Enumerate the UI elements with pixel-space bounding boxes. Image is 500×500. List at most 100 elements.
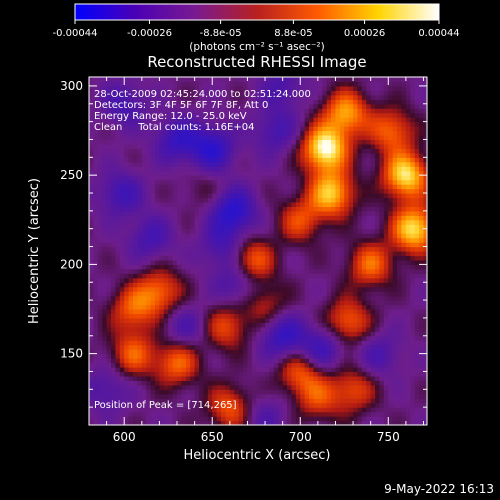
heatmap-cell bbox=[199, 362, 205, 368]
heatmap-cell bbox=[207, 170, 213, 176]
heatmap-cell bbox=[348, 309, 354, 315]
heatmap-cell bbox=[304, 367, 310, 373]
heatmap-cell bbox=[256, 411, 262, 417]
heatmap-cell bbox=[251, 353, 257, 359]
heatmap-cell bbox=[221, 282, 227, 288]
heatmap-cell bbox=[163, 322, 169, 328]
heatmap-cell bbox=[194, 375, 200, 381]
heatmap-cell bbox=[265, 286, 271, 292]
heatmap-cell bbox=[287, 228, 293, 234]
heatmap-cell bbox=[111, 81, 117, 87]
heatmap-cell bbox=[357, 416, 363, 422]
heatmap-cell bbox=[282, 170, 288, 176]
heatmap-cell bbox=[177, 358, 183, 364]
heatmap-cell bbox=[163, 309, 169, 315]
heatmap-cell bbox=[238, 282, 244, 288]
heatmap-cell bbox=[102, 380, 108, 386]
heatmap-cell bbox=[300, 371, 306, 377]
heatmap-cell bbox=[124, 313, 130, 319]
heatmap-cell bbox=[177, 157, 183, 163]
heatmap-cell bbox=[229, 420, 235, 425]
heatmap-cell bbox=[322, 193, 328, 199]
heatmap-cell bbox=[269, 420, 275, 425]
heatmap-cell bbox=[146, 166, 152, 172]
heatmap-cell bbox=[194, 121, 200, 127]
heatmap-cell bbox=[93, 367, 99, 373]
heatmap-cell bbox=[366, 420, 372, 425]
heatmap-cell bbox=[168, 251, 174, 257]
heatmap-cell bbox=[331, 166, 337, 172]
heatmap-cell bbox=[339, 389, 345, 395]
heatmap-cell bbox=[194, 175, 200, 181]
heatmap-cell bbox=[141, 108, 147, 114]
heatmap-cell bbox=[194, 384, 200, 390]
heatmap-cell bbox=[348, 264, 354, 270]
heatmap-cell bbox=[89, 362, 94, 368]
heatmap-cell bbox=[168, 393, 174, 399]
heatmap-cell bbox=[269, 282, 275, 288]
heatmap-cell bbox=[207, 99, 213, 105]
heatmap-cell bbox=[335, 99, 341, 105]
heatmap-cell bbox=[300, 393, 306, 399]
heatmap-cell bbox=[146, 117, 152, 123]
heatmap-cell bbox=[357, 331, 363, 337]
heatmap-cell bbox=[119, 99, 125, 105]
heatmap-cell bbox=[256, 103, 262, 109]
heatmap-cell bbox=[256, 420, 262, 425]
heatmap-cell bbox=[221, 331, 227, 337]
heatmap-cell bbox=[300, 340, 306, 346]
heatmap-cell bbox=[243, 322, 249, 328]
heatmap-cell bbox=[353, 251, 359, 257]
heatmap-cell bbox=[168, 175, 174, 181]
heatmap-cell bbox=[172, 402, 178, 408]
heatmap-cell bbox=[313, 130, 319, 136]
heatmap-cell bbox=[89, 340, 94, 346]
heatmap-cell bbox=[366, 300, 372, 306]
heatmap-cell bbox=[119, 398, 125, 404]
heatmap-cell bbox=[199, 112, 205, 118]
heatmap-cell bbox=[168, 143, 174, 149]
heatmap-cell bbox=[357, 90, 363, 96]
heatmap-cell bbox=[234, 362, 240, 368]
heatmap-cell bbox=[251, 121, 257, 127]
heatmap-cell bbox=[304, 304, 310, 310]
heatmap-cell bbox=[150, 143, 156, 149]
heatmap-cell bbox=[313, 81, 319, 87]
heatmap-cell bbox=[137, 99, 143, 105]
heatmap-cell bbox=[295, 210, 301, 216]
heatmap-cell bbox=[172, 416, 178, 422]
heatmap-cell bbox=[304, 277, 310, 283]
heatmap-cell bbox=[159, 237, 165, 243]
heatmap-cell bbox=[251, 304, 257, 310]
heatmap-cell bbox=[106, 411, 112, 417]
heatmap-cell bbox=[106, 112, 112, 118]
heatmap-cell bbox=[269, 273, 275, 279]
heatmap-cell bbox=[159, 81, 165, 87]
heatmap-cell bbox=[247, 331, 253, 337]
heatmap-cell bbox=[304, 246, 310, 252]
heatmap-cell bbox=[348, 161, 354, 167]
heatmap-cell bbox=[269, 317, 275, 323]
heatmap-cell bbox=[124, 384, 130, 390]
heatmap-cell bbox=[177, 273, 183, 279]
heatmap-cell bbox=[361, 259, 367, 265]
heatmap-cell bbox=[278, 295, 284, 301]
heatmap-cell bbox=[361, 210, 367, 216]
heatmap-cell bbox=[256, 175, 262, 181]
heatmap-cell bbox=[238, 317, 244, 323]
heatmap-cell bbox=[106, 407, 112, 413]
heatmap-cell bbox=[256, 139, 262, 145]
heatmap-cell bbox=[300, 121, 306, 127]
heatmap-cell bbox=[238, 184, 244, 190]
heatmap-cell bbox=[309, 295, 315, 301]
heatmap-cell bbox=[194, 81, 200, 87]
heatmap-cell bbox=[185, 335, 191, 341]
heatmap-cell bbox=[168, 85, 174, 91]
heatmap-cell bbox=[335, 322, 341, 328]
heatmap-cell bbox=[229, 148, 235, 154]
heatmap-cell bbox=[300, 389, 306, 395]
heatmap-cell bbox=[234, 402, 240, 408]
heatmap-cell bbox=[295, 309, 301, 315]
heatmap-cell bbox=[89, 313, 94, 319]
heatmap-cell bbox=[273, 259, 279, 265]
